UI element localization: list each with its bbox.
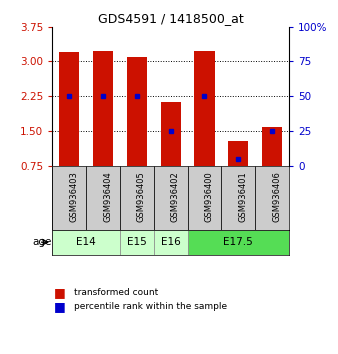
Text: E14: E14	[76, 237, 96, 247]
Title: GDS4591 / 1418500_at: GDS4591 / 1418500_at	[98, 12, 244, 25]
Bar	[59, 52, 79, 166]
Bar	[188, 166, 221, 229]
Bar	[154, 166, 188, 229]
Text: E17.5: E17.5	[223, 237, 253, 247]
Text: GSM936403: GSM936403	[69, 171, 78, 222]
Bar	[52, 166, 86, 229]
Text: GSM936406: GSM936406	[272, 171, 281, 222]
Text: GSM936402: GSM936402	[171, 171, 180, 222]
Text: E15: E15	[127, 237, 147, 247]
Bar	[86, 166, 120, 229]
Text: GSM936400: GSM936400	[204, 171, 214, 222]
Text: GSM936404: GSM936404	[103, 171, 112, 222]
Bar	[221, 166, 255, 229]
Text: ■: ■	[54, 300, 66, 313]
Bar	[52, 229, 120, 255]
Text: GSM936405: GSM936405	[137, 171, 146, 222]
Bar	[255, 166, 289, 229]
Bar	[228, 142, 248, 166]
Text: age: age	[32, 237, 52, 247]
Bar	[120, 166, 154, 229]
Bar	[194, 51, 215, 166]
Text: GSM936401: GSM936401	[238, 171, 247, 222]
Text: percentile rank within the sample: percentile rank within the sample	[74, 302, 227, 311]
Text: transformed count: transformed count	[74, 287, 159, 297]
Bar	[120, 229, 154, 255]
Bar	[161, 102, 181, 166]
Bar	[93, 51, 113, 166]
Text: ■: ■	[54, 286, 66, 298]
Bar	[154, 229, 188, 255]
Bar	[188, 229, 289, 255]
Bar	[127, 57, 147, 166]
Text: E16: E16	[161, 237, 180, 247]
Bar	[262, 126, 282, 166]
